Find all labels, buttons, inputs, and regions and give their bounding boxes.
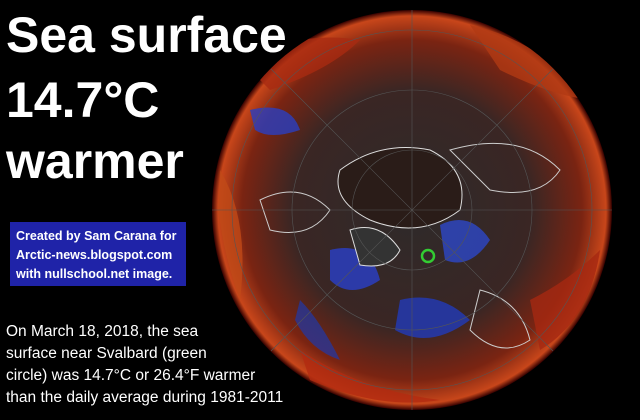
credit: Created by Sam Carana for Arctic-news.bl… [15, 229, 177, 281]
title-line: Sea surface [6, 7, 287, 63]
caption-line: than the daily average during 1981-2011 [6, 389, 283, 406]
credit-line: with nullschool.net image. [15, 267, 172, 281]
caption-line: circle) was 14.7°C or 26.4°F warmer [6, 367, 255, 384]
caption: On March 18, 2018, the sea surface near … [6, 323, 283, 406]
title-line: 14.7°C [6, 72, 159, 128]
title: Sea surface 14.7°C warmer [5, 7, 287, 189]
caption-line: surface near Svalbard (green [6, 345, 207, 362]
title-line: warmer [5, 133, 184, 189]
svalbard-marker [420, 248, 436, 264]
map-features [212, 10, 612, 410]
credit-box [10, 222, 186, 286]
credit-line: Created by Sam Carana for [16, 229, 177, 243]
caption-line: On March 18, 2018, the sea [6, 323, 199, 340]
credit-line: Arctic-news.blogspot.com [16, 248, 172, 262]
globe [212, 10, 612, 410]
